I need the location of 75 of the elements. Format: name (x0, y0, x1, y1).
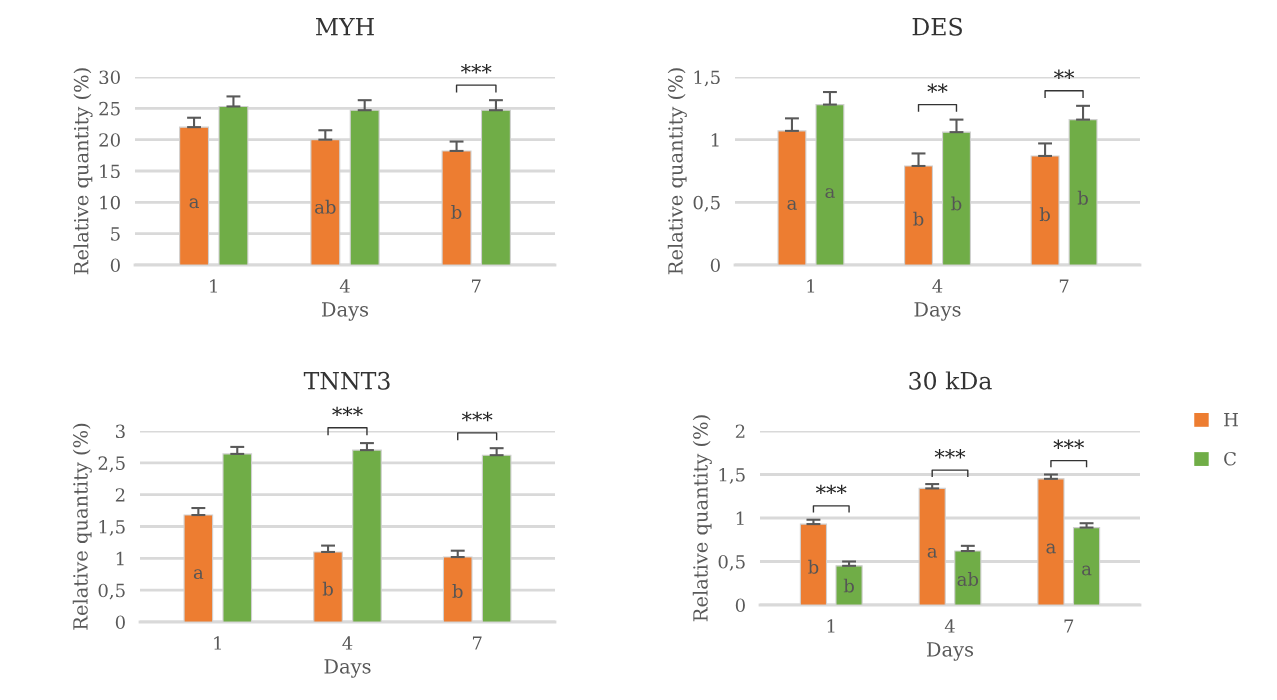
y-tick-label: 2 (115, 488, 125, 502)
x-tick-label: 4 (339, 279, 350, 293)
y-tick-label: 1,5 (719, 467, 745, 484)
annotation: *** (1053, 439, 1085, 449)
x-tick-label: 1 (827, 619, 835, 633)
data-label: a (193, 569, 204, 580)
data-label: b (843, 578, 854, 593)
data-label: b (451, 204, 462, 219)
x-tick-label: 7 (472, 636, 482, 650)
y-tick-label: 25 (99, 101, 120, 116)
x-tick-label: 7 (1064, 619, 1074, 633)
x-axis-title: Days (914, 302, 961, 321)
data-label: b (951, 196, 962, 211)
x-tick-label: 1 (807, 279, 815, 293)
data-label: a (927, 547, 938, 558)
chart-title: MYH (316, 18, 374, 36)
text: *** (461, 411, 493, 422)
y-tick-label: 5 (111, 227, 120, 241)
text: *** (332, 406, 363, 417)
y-tick-label: 0 (115, 615, 125, 630)
y-tick-label: 0 (735, 598, 745, 613)
annotation: *** (934, 448, 966, 459)
data-label: a (1082, 565, 1092, 576)
y-tick-label: 2,5 (98, 456, 125, 473)
data-label: a (787, 200, 797, 210)
y-tick-label: 20 (99, 133, 120, 147)
data-label: ab (315, 199, 336, 214)
data-label: a (189, 198, 199, 209)
y-tick-label: 0 (110, 258, 120, 273)
x-tick-label: 7 (472, 279, 481, 293)
x-tick-label: 7 (1059, 279, 1069, 293)
data-label: b (1039, 207, 1050, 222)
annotation: *** (815, 484, 847, 495)
y-tick-label: 10 (100, 195, 120, 210)
y-tick-label: 1 (736, 511, 744, 525)
y-axis-title: Relative quantity (%) (667, 68, 687, 275)
y-tick-label: 15 (100, 164, 120, 179)
y-axis-title: Relative quantity (%) (72, 423, 92, 630)
chart-title: TNNT3 (303, 371, 390, 390)
chart-title: DES (912, 17, 962, 36)
y-tick-label: 1,5 (694, 70, 720, 87)
data-label: b (1077, 190, 1088, 205)
y-tick-label: 2 (735, 424, 745, 438)
y-tick-label: 30 (99, 70, 120, 85)
x-tick-label: 1 (214, 636, 221, 650)
y-axis-title: Relative quantity (%) (692, 415, 712, 622)
y-tick-label: 1 (711, 133, 719, 147)
annotation: ** (1053, 69, 1075, 80)
y-axis-title: Relative quantity (%) (73, 68, 93, 275)
x-tick-label: 4 (342, 636, 353, 650)
annotation: ** (927, 83, 948, 93)
data-label: b (808, 559, 819, 574)
x-axis-title: Days (322, 302, 369, 321)
x-axis-title: Days (927, 642, 974, 661)
data-label: b (913, 211, 924, 226)
y-tick-label: 1,5 (99, 519, 125, 536)
data-label: a (825, 188, 835, 199)
data-label: b (452, 584, 463, 599)
legend-label: H (1224, 413, 1238, 427)
y-tick-label: 3 (116, 424, 125, 439)
data-label: b (322, 581, 333, 596)
y-tick-label: 1 (116, 551, 124, 566)
y-tick-label: 0,5 (693, 195, 720, 212)
chart-title: 30 kDa (909, 371, 992, 390)
x-tick-label: 4 (944, 619, 955, 633)
data-label: ab (957, 571, 979, 586)
y-tick-label: 0,5 (718, 554, 745, 571)
legend-label: C (1224, 451, 1236, 466)
x-axis-title: Days (324, 659, 371, 678)
x-tick-label: 4 (932, 279, 943, 293)
y-tick-label: 0 (710, 258, 720, 273)
x-tick-label: 1 (210, 279, 217, 293)
data-label: a (1046, 543, 1056, 554)
y-tick-label: 0,5 (98, 583, 125, 600)
text: *** (460, 63, 492, 74)
